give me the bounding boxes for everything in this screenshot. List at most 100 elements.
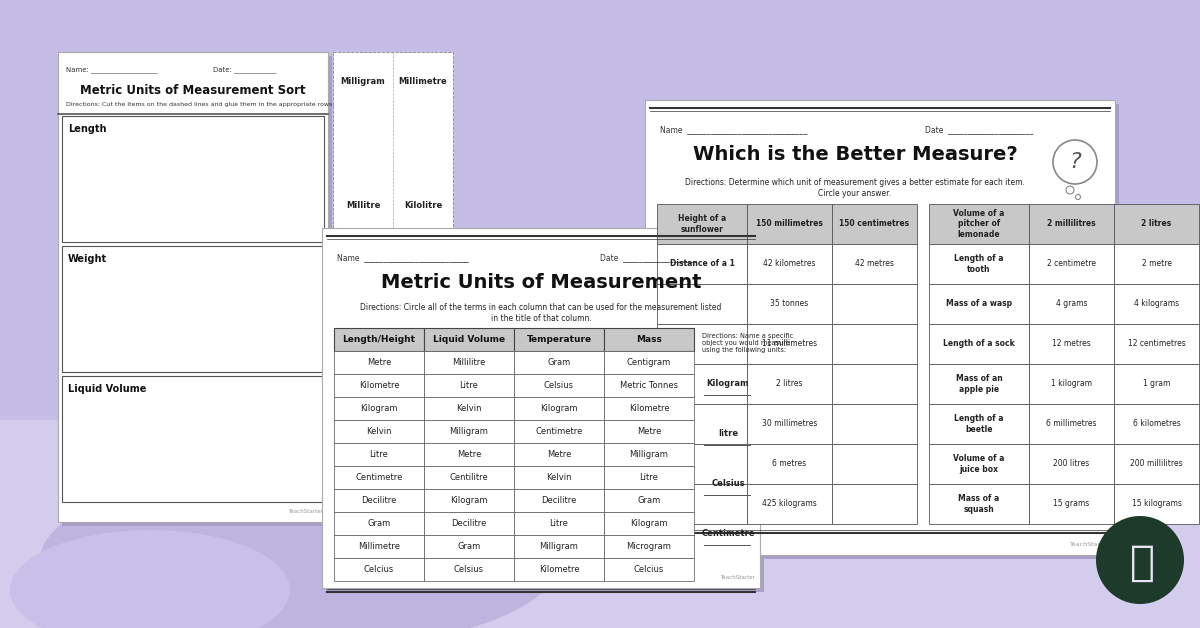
Text: 200 millilitres: 200 millilitres (1130, 460, 1183, 468)
Bar (746, 364, 832, 404)
Text: 200 litres: 200 litres (1054, 460, 1090, 468)
Text: Directions: Circle all of the terms in each column that can be used for the meas: Directions: Circle all of the terms in e… (360, 303, 721, 312)
Bar (424, 328, 514, 351)
Bar (1030, 284, 1114, 324)
Text: 15 grams: 15 grams (1054, 499, 1090, 509)
Bar (514, 535, 604, 558)
Text: litres: litres (410, 323, 436, 332)
Bar (514, 512, 604, 535)
Bar (1114, 404, 1199, 444)
Bar (334, 374, 424, 397)
Bar (424, 397, 514, 420)
Bar (334, 420, 424, 443)
Circle shape (1096, 516, 1184, 604)
Bar (604, 558, 694, 581)
Bar (658, 324, 746, 364)
Text: 150 centimetres: 150 centimetres (840, 220, 910, 229)
Text: Gram: Gram (367, 519, 391, 528)
Text: Metre: Metre (457, 450, 481, 459)
Circle shape (1075, 195, 1080, 200)
Text: 425 kilograms: 425 kilograms (762, 499, 817, 509)
Text: TeachStarter: TeachStarter (1070, 542, 1110, 547)
Bar (334, 52, 454, 422)
Text: Celcius: Celcius (634, 565, 664, 574)
Bar (326, 232, 764, 592)
Text: Gram: Gram (637, 496, 661, 505)
Bar (1114, 324, 1199, 364)
Text: 1 kilogram: 1 kilogram (1051, 379, 1092, 389)
Text: 15 kilograms: 15 kilograms (1132, 499, 1182, 509)
Bar (929, 404, 1030, 444)
Bar (658, 444, 746, 484)
Bar (658, 284, 746, 324)
Bar (58, 52, 328, 522)
Text: Litre: Litre (550, 519, 569, 528)
Text: Millimetre: Millimetre (358, 542, 400, 551)
Text: Length of a
tooth: Length of a tooth (954, 254, 1003, 274)
Ellipse shape (40, 470, 560, 628)
Text: 42 kilometres: 42 kilometres (763, 259, 816, 269)
Bar (929, 364, 1030, 404)
Bar (334, 512, 424, 535)
Bar (1114, 484, 1199, 524)
Text: Directions: Determine which unit of measurement gives a better estimate for each: Directions: Determine which unit of meas… (685, 178, 1025, 187)
Text: Kilogram: Kilogram (540, 404, 577, 413)
Bar (658, 484, 746, 524)
Text: 2 litres: 2 litres (1141, 220, 1171, 229)
Text: Metre: Metre (637, 427, 661, 436)
Bar (604, 512, 694, 535)
Text: Kelvin: Kelvin (546, 473, 571, 482)
Text: ꞇ: ꞇ (1129, 542, 1154, 584)
Text: Celsius: Celsius (544, 381, 574, 390)
Text: 2 centimetre: 2 centimetre (1046, 259, 1096, 269)
Text: Length/Height: Length/Height (342, 335, 415, 344)
Text: 12 centimetres: 12 centimetres (1128, 340, 1186, 349)
Text: Circle your answer.: Circle your answer. (818, 189, 892, 198)
Text: Directions: Cut the items on the dashed lines and glue them in the appropriate r: Directions: Cut the items on the dashed … (66, 102, 335, 107)
Bar (514, 374, 604, 397)
Bar (334, 351, 424, 374)
Bar (658, 204, 746, 244)
Text: Millitre: Millitre (346, 200, 380, 210)
Bar (832, 444, 917, 484)
Bar (604, 374, 694, 397)
Text: 6 millimetres: 6 millimetres (1046, 420, 1097, 428)
Text: 2 millilitres: 2 millilitres (1048, 220, 1096, 229)
Text: TeachStarter: TeachStarter (288, 509, 323, 514)
Bar (1030, 324, 1114, 364)
Bar (929, 324, 1030, 364)
Text: Directions: Name a specific
object you would measure
using the following units:: Directions: Name a specific object you w… (702, 333, 793, 353)
Text: Metre: Metre (367, 358, 391, 367)
Bar (514, 489, 604, 512)
Text: Metre: Metre (547, 450, 571, 459)
Bar (832, 244, 917, 284)
Bar (746, 484, 832, 524)
Text: Liquid Volume: Liquid Volume (68, 384, 146, 394)
Bar (334, 397, 424, 420)
Bar (514, 351, 604, 374)
Bar (1030, 364, 1114, 404)
Text: Milligram: Milligram (630, 450, 668, 459)
Text: Mass: Mass (636, 335, 662, 344)
Text: 2 metre: 2 metre (1141, 259, 1171, 269)
Text: Litre: Litre (460, 381, 479, 390)
Bar (1030, 404, 1114, 444)
Bar (334, 328, 424, 351)
Bar (649, 104, 1120, 559)
Text: Metric Units of Measurement: Metric Units of Measurement (380, 273, 701, 292)
Text: Name  _______________________________: Name _______________________________ (660, 125, 808, 134)
Text: in the title of that column.: in the title of that column. (491, 314, 592, 323)
Circle shape (1066, 186, 1074, 194)
Text: TeachStarter: TeachStarter (720, 575, 755, 580)
Bar (334, 535, 424, 558)
Text: Date  ___________________: Date ___________________ (600, 253, 697, 262)
Text: Metric Units of Measurement Sort: Metric Units of Measurement Sort (80, 84, 306, 97)
Text: Celcius: Celcius (364, 565, 394, 574)
Text: 6 metres: 6 metres (773, 460, 806, 468)
Text: Length of a sock: Length of a sock (943, 340, 1015, 349)
Text: Kilolitre: Kilolitre (404, 200, 442, 210)
Text: 35 tonnes: 35 tonnes (770, 300, 809, 308)
Text: Kilogram: Kilogram (707, 379, 749, 387)
Text: Litre: Litre (640, 473, 659, 482)
Text: Centilitre: Centilitre (450, 473, 488, 482)
